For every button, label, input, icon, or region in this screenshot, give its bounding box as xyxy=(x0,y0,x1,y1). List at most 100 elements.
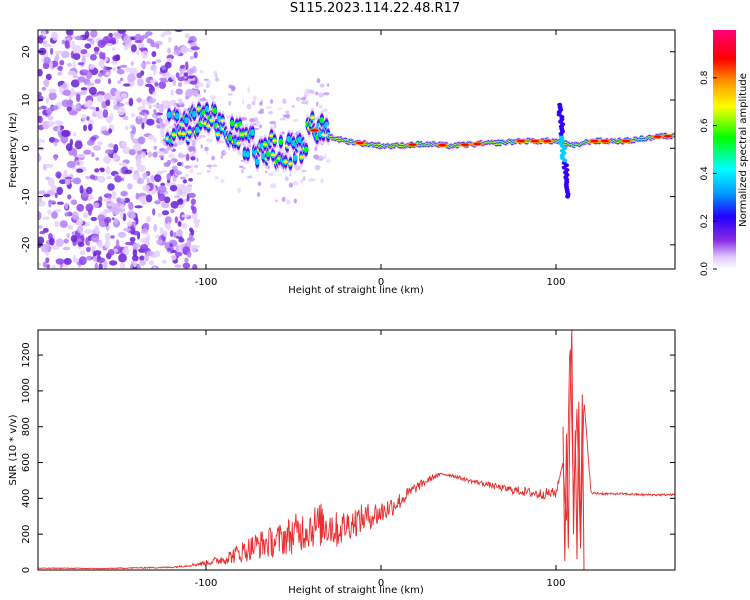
transition-blob xyxy=(220,179,225,183)
noise-blob xyxy=(72,52,81,61)
noise-blob xyxy=(144,254,150,262)
noise-blob xyxy=(68,110,78,116)
noise-blob xyxy=(177,221,182,227)
noise-blob xyxy=(174,30,183,33)
noise-blob xyxy=(85,71,93,80)
noise-blob xyxy=(83,124,87,132)
transition-blob xyxy=(318,104,323,109)
noise-blob xyxy=(132,173,141,181)
spectrogram-x-ticks: -100 0 100 xyxy=(195,30,566,288)
noise-blob xyxy=(112,104,120,111)
noise-blob xyxy=(86,139,95,146)
transition-blob xyxy=(178,152,181,157)
transition-blob xyxy=(222,151,228,154)
noise-blob xyxy=(136,264,141,269)
noise-blob xyxy=(167,221,171,230)
noise-blob xyxy=(67,194,72,200)
transition-blob xyxy=(179,71,182,78)
noise-blob xyxy=(189,227,193,233)
noise-blob xyxy=(135,158,142,166)
noise-blob xyxy=(128,201,134,211)
noise-blob xyxy=(173,49,181,56)
y-tick-label: 20 xyxy=(21,45,32,58)
noise-blob xyxy=(38,225,43,229)
transition-blob xyxy=(270,99,273,104)
noise-blob xyxy=(77,62,85,66)
transition-blob xyxy=(161,170,168,173)
ridge-band xyxy=(171,133,176,137)
noise-blob xyxy=(59,179,67,185)
noise-blob xyxy=(132,125,136,135)
noise-blob xyxy=(164,61,172,69)
noise-blob xyxy=(47,115,54,121)
ridge-band xyxy=(192,110,197,118)
noise-blob xyxy=(65,30,74,36)
noise-blob xyxy=(71,211,79,220)
noise-blob xyxy=(182,262,191,269)
noise-blob xyxy=(175,88,183,95)
noise-blob xyxy=(54,138,60,143)
noise-blob xyxy=(141,122,145,130)
transition-blob xyxy=(182,154,187,158)
ridge-core xyxy=(531,139,539,143)
noise-blob xyxy=(85,203,94,212)
noise-blob xyxy=(151,61,156,65)
noise-blob xyxy=(97,242,103,249)
transition-blob xyxy=(314,164,321,171)
snr-y-axis-label: SNR (10 * v/v) xyxy=(8,414,19,485)
noise-blob xyxy=(120,92,128,98)
noise-blob xyxy=(47,209,52,215)
noise-blob xyxy=(153,224,157,232)
noise-blob xyxy=(140,244,149,251)
noise-blob xyxy=(103,198,111,202)
transition-blob xyxy=(238,165,244,168)
noise-blob xyxy=(188,192,197,199)
noise-blob xyxy=(103,260,108,269)
colorbar-tick-label: 0.0 xyxy=(700,262,710,277)
noise-blob xyxy=(63,89,71,96)
noise-blob xyxy=(67,62,72,67)
noise-blob xyxy=(115,239,120,249)
noise-blob xyxy=(38,111,41,117)
transition-blob xyxy=(181,161,184,167)
transition-blob xyxy=(212,164,217,168)
noise-blob xyxy=(161,259,167,264)
transition-blob xyxy=(209,163,211,170)
x-tick-label: 0 xyxy=(378,277,384,288)
y-tick-label: 0 xyxy=(21,567,32,573)
noise-blob xyxy=(107,78,112,85)
noise-blob xyxy=(55,258,65,265)
transition-blob xyxy=(242,167,247,170)
snr-plot-area xyxy=(38,330,675,570)
noise-blob xyxy=(93,46,100,53)
spectrogram-y-ticks: -20 -10 0 10 20 xyxy=(21,45,675,253)
transition-blob xyxy=(204,146,209,151)
noise-blob xyxy=(138,111,146,116)
noise-blob xyxy=(147,134,155,140)
figure-title: S115.2023.114.22.48.R17 xyxy=(289,1,461,16)
noise-blob xyxy=(149,79,158,84)
noise-blob xyxy=(110,235,115,239)
noise-blob xyxy=(148,151,153,158)
noise-blob xyxy=(146,250,155,257)
noise-blob xyxy=(96,257,106,264)
transition-blob xyxy=(257,110,264,115)
transition-blob xyxy=(156,125,161,129)
noise-blob xyxy=(146,233,150,242)
noise-blob xyxy=(38,95,44,102)
ridge-band xyxy=(245,150,250,158)
noise-blob xyxy=(110,112,114,121)
transition-blob xyxy=(180,103,185,108)
noise-blob xyxy=(125,67,132,73)
noise-blob xyxy=(98,59,105,68)
noise-blob xyxy=(141,34,149,39)
spectrogram-x-axis-label: Height of straight line (km) xyxy=(288,285,424,296)
noise-blob xyxy=(189,55,195,60)
transition-blob xyxy=(240,116,247,121)
noise-blob xyxy=(118,253,127,263)
noise-blob xyxy=(42,30,46,37)
noise-blob xyxy=(45,97,50,105)
transition-blob xyxy=(324,154,327,160)
noise-blob xyxy=(160,182,166,187)
noise-blob xyxy=(122,213,127,222)
